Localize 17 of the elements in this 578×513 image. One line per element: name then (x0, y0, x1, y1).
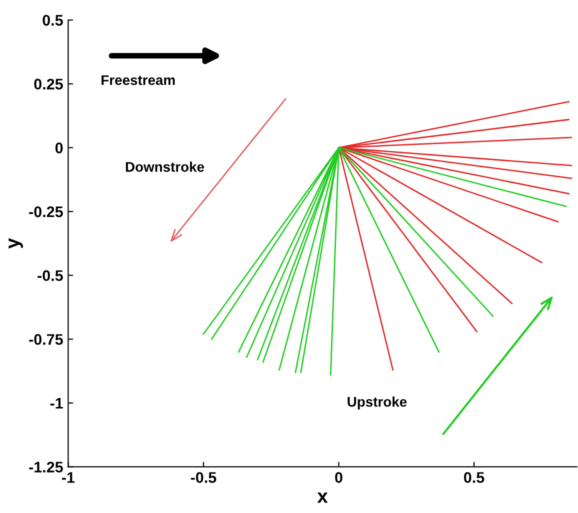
x-tick-label: -0.5 (190, 472, 216, 483)
annotation: Freestream (102, 75, 175, 86)
x-tick-label: 0.5 (464, 472, 484, 483)
x-axis-title: x (317, 492, 328, 503)
y-tick-label: 0.5 (42, 14, 63, 26)
y-axis-title: y (8, 238, 23, 249)
x-tick-label: 0 (335, 472, 342, 483)
y-tick-label: -0.75 (29, 334, 63, 345)
annotation: Downstroke (126, 162, 204, 172)
y-tick-label: 0 (55, 142, 63, 154)
x-tick-label: -1 (62, 472, 75, 483)
y-tick-label: -0.5 (38, 270, 63, 282)
annotation: Upstroke (348, 396, 407, 410)
y-tick-label: -1.25 (29, 462, 63, 473)
y-tick-label: 0.25 (34, 78, 63, 90)
y-tick-label: -1 (50, 398, 63, 409)
y-tick-label: -0.25 (29, 206, 63, 218)
